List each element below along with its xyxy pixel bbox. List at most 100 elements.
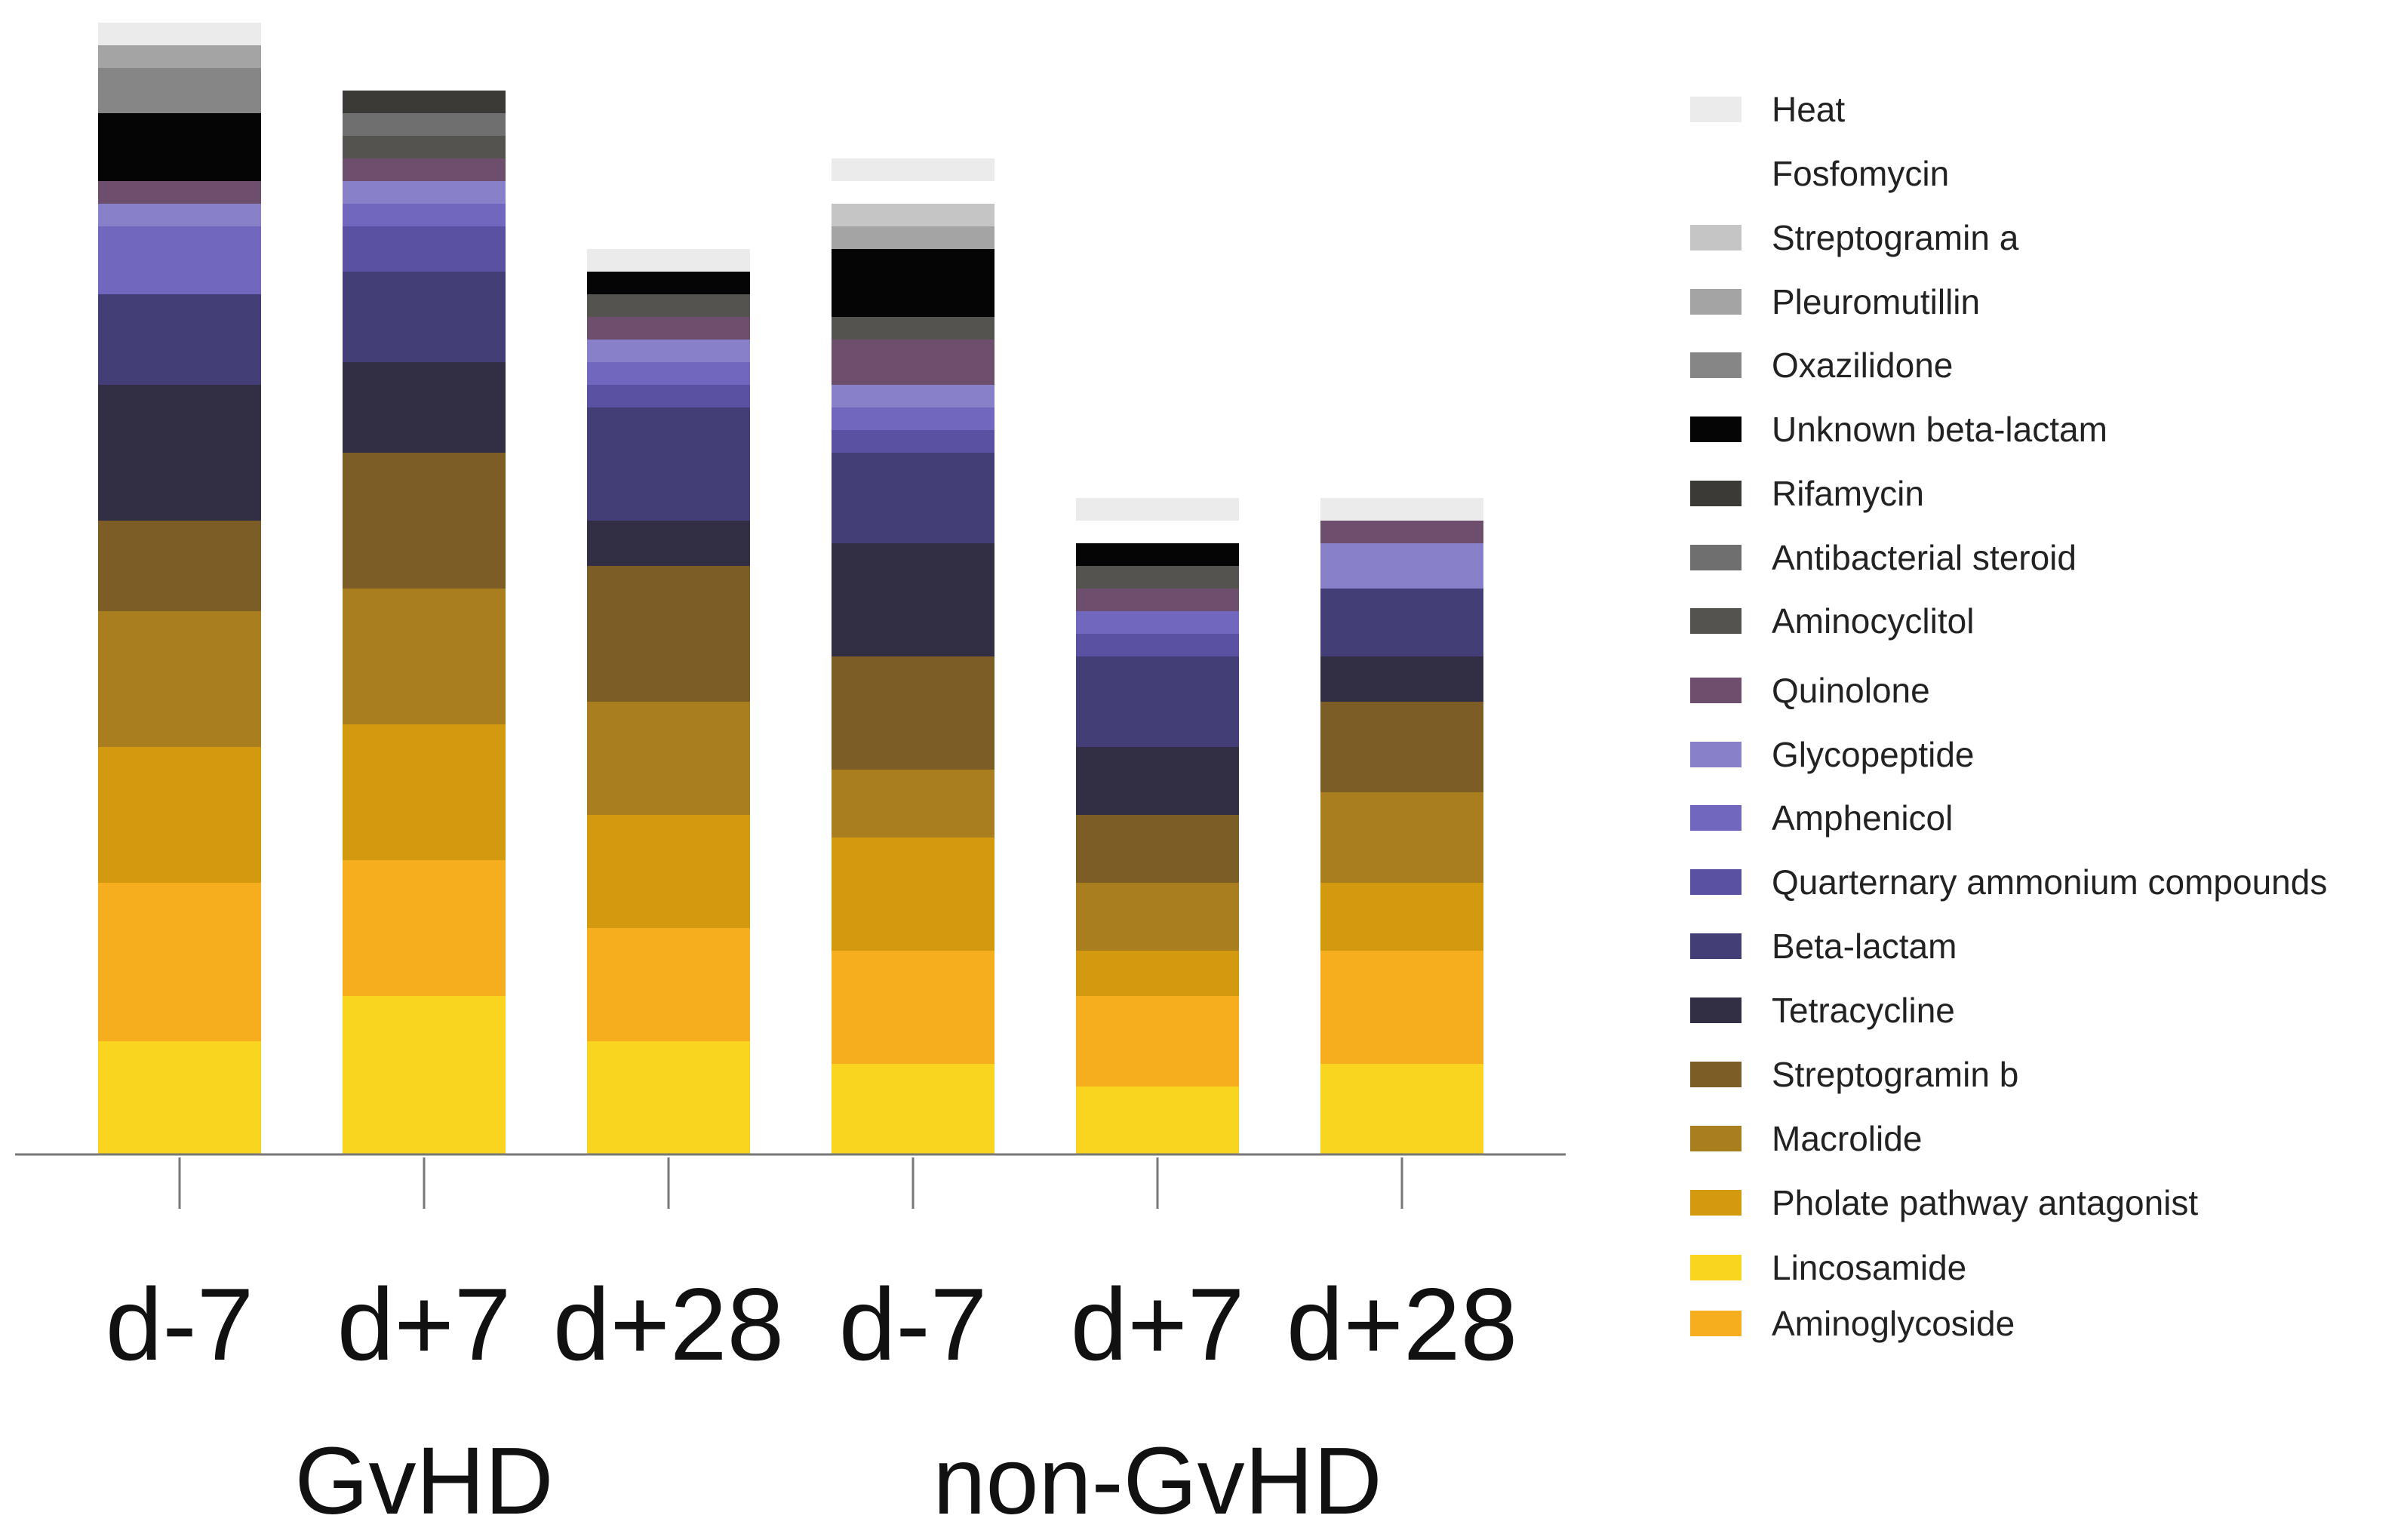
bar-segment-lincosamide — [587, 1041, 750, 1154]
bar-segment-heat — [98, 23, 261, 45]
x-tick-label: d+28 — [1287, 1267, 1517, 1382]
legend-item-antibacterial-steroid: Antibacterial steroid — [1690, 538, 2077, 577]
bar-segment-quinolone — [832, 340, 994, 385]
legend-label: Glycopeptide — [1772, 735, 1975, 774]
legend-swatch — [1690, 289, 1742, 315]
bar-segment-amphenicol — [1076, 611, 1239, 634]
bar-segment-glycopeptide — [832, 385, 994, 407]
legend-label: Rifamycin — [1772, 474, 1924, 513]
bar-segment-tetracycline — [343, 362, 506, 453]
bar-segment-aminoglycoside — [98, 883, 261, 1041]
bar-segment-pholate-pathway-antagonist — [1320, 883, 1483, 951]
legend-item-oxazilidone: Oxazilidone — [1690, 346, 1953, 385]
legend-swatch — [1690, 1190, 1742, 1216]
bar-segment-glycopeptide — [98, 204, 261, 226]
bar-segment-unknown-beta-lactam — [832, 249, 994, 317]
bar-segment-aminoglycoside — [343, 860, 506, 996]
bar-segment-macrolide — [1320, 792, 1483, 883]
bar-segment-quarternary-ammonium-compounds — [832, 430, 994, 453]
bar-segment-oxazilidone — [98, 68, 261, 113]
legend-label: Pholate pathway antagonist — [1772, 1183, 2198, 1222]
legend-label: Amphenicol — [1772, 798, 1953, 838]
legend-swatch — [1690, 678, 1742, 703]
legend-swatch — [1690, 997, 1742, 1023]
bar-segment-aminoglycoside — [1320, 951, 1483, 1064]
bar-segment-unknown-beta-lactam — [1076, 543, 1239, 566]
group-labels-layer: GvHD non-GvHD — [295, 1428, 1382, 1534]
legend-item-heat: Heat — [1690, 90, 1845, 129]
bar-stack-4 — [832, 158, 994, 1154]
bar-segment-aminoglycoside — [1076, 996, 1239, 1087]
legend-label: Aminocyclitol — [1772, 601, 1974, 641]
legend-label: Beta-lactam — [1772, 927, 1957, 966]
bar-segment-beta-lactam — [587, 407, 750, 521]
bar-segment-macrolide — [832, 770, 994, 838]
ticks-layer — [178, 1157, 1403, 1209]
bar-segment-tetracycline — [1320, 656, 1483, 702]
legend-label: Pleuromutillin — [1772, 282, 1980, 321]
legend-item-fosfomycin: Fosfomycin — [1690, 154, 1949, 193]
bar-segment-pholate-pathway-antagonist — [1076, 951, 1239, 996]
legend-item-pholate-pathway-antagonist: Pholate pathway antagonist — [1690, 1183, 2198, 1222]
legend-swatch — [1690, 161, 1742, 186]
bar-segment-macrolide — [98, 611, 261, 747]
bar-segment-streptogramin-b — [832, 656, 994, 770]
bar-segment-heat — [1076, 498, 1239, 521]
legend-label: Heat — [1772, 90, 1845, 129]
bar-segment-pholate-pathway-antagonist — [98, 747, 261, 883]
bar-segment-streptogramin-a — [832, 204, 994, 226]
bar-stack-1 — [98, 23, 261, 1154]
legend-swatch — [1690, 805, 1742, 831]
bar-segment-amphenicol — [587, 362, 750, 385]
legend-swatch — [1690, 1126, 1742, 1151]
legend-label: Quinolone — [1772, 671, 1930, 710]
bar-segment-beta-lactam — [832, 453, 994, 543]
bar-segment-tetracycline — [1076, 747, 1239, 815]
bar-segment-pleuromutillin — [832, 226, 994, 249]
legend-swatch — [1690, 352, 1742, 378]
bar-segment-glycopeptide — [587, 340, 750, 362]
bar-segment-quinolone — [1076, 589, 1239, 611]
bar-segment-lincosamide — [832, 1064, 994, 1154]
legend-swatch — [1690, 417, 1742, 442]
bar-segment-glycopeptide — [343, 181, 506, 204]
x-tick-label: d+7 — [337, 1267, 512, 1382]
bar-stack-3 — [587, 249, 750, 1154]
legend-swatch — [1690, 1255, 1742, 1280]
bar-segment-aminocyclitol — [587, 294, 750, 317]
legend-item-aminocyclitol: Aminocyclitol — [1690, 601, 1974, 641]
bar-segment-aminocyclitol — [343, 136, 506, 158]
legend-swatch — [1690, 225, 1742, 251]
bar-segment-streptogramin-b — [98, 521, 261, 611]
bar-segment-aminoglycoside — [587, 928, 750, 1041]
bar-segment-heat — [1320, 498, 1483, 521]
legend-swatch — [1690, 608, 1742, 634]
bars-layer — [98, 23, 1483, 1154]
bar-stack-5 — [1076, 498, 1239, 1154]
legend-item-glycopeptide: Glycopeptide — [1690, 735, 1975, 774]
legend-swatch — [1690, 1062, 1742, 1087]
bar-segment-macrolide — [587, 702, 750, 815]
bar-segment-fosfomycin — [832, 181, 994, 204]
legend-label: Oxazilidone — [1772, 346, 1953, 385]
legend-label: Quarternary ammonium compounds — [1772, 862, 2327, 902]
bar-stack-2 — [343, 91, 506, 1154]
legend: Heat Fosfomycin Streptogramin a Pleuromutil… — [1690, 90, 2327, 1343]
legend-item-tetracycline: Tetracycline — [1690, 991, 1955, 1030]
bar-segment-quarternary-ammonium-compounds — [1076, 634, 1239, 656]
bar-segment-glycopeptide — [1320, 543, 1483, 589]
bar-segment-quinolone — [98, 181, 261, 204]
legend-item-quinolone: Quinolone — [1690, 671, 1930, 710]
bar-segment-quinolone — [1320, 521, 1483, 543]
bar-segment-pholate-pathway-antagonist — [832, 838, 994, 951]
legend-swatch — [1690, 869, 1742, 895]
bar-segment-pholate-pathway-antagonist — [343, 724, 506, 860]
x-tick-label: d-7 — [106, 1267, 254, 1382]
legend-swatch — [1690, 545, 1742, 570]
bar-segment-heat — [587, 249, 750, 272]
bar-segment-beta-lactam — [98, 294, 261, 385]
bar-segment-quarternary-ammonium-compounds — [343, 226, 506, 272]
bar-segment-aminocyclitol — [1076, 566, 1239, 589]
bar-segment-lincosamide — [1076, 1087, 1239, 1154]
